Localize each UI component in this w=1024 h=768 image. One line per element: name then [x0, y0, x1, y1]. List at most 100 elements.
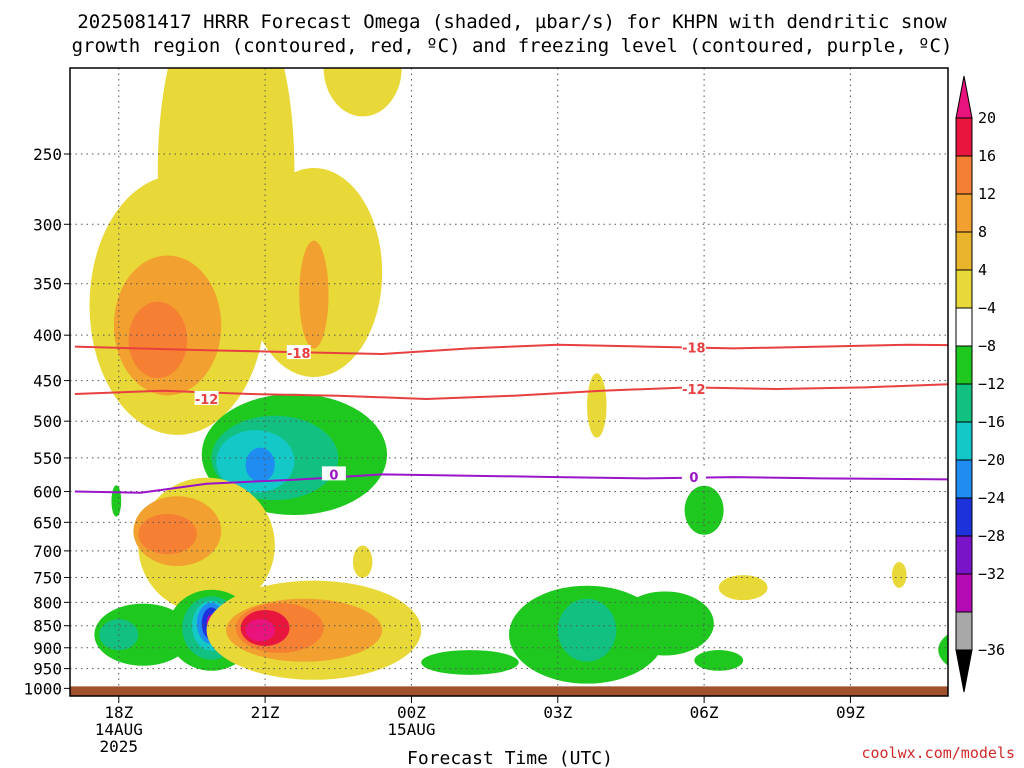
omega-region-38	[891, 561, 907, 588]
y-tick-label-300: 300	[33, 215, 62, 234]
credit-text: coolwx.com/models	[861, 744, 1015, 762]
x-axis-label: Forecast Time (UTC)	[407, 748, 613, 768]
contour-label-5: 0	[689, 471, 698, 486]
colorbar-swatch-5	[955, 307, 973, 347]
colorbar-label-5: −4	[978, 299, 996, 317]
omega-region-37	[352, 545, 373, 578]
colorbar-top-arrow	[955, 75, 973, 119]
contour-label-0: -18	[287, 347, 311, 362]
omega-region-28	[557, 598, 617, 662]
y-tick-label-600: 600	[33, 482, 62, 501]
omega-shading-layer	[89, 68, 1024, 684]
omega-region-36	[587, 373, 607, 438]
contour-lines: -18 -18 -12 -12 0 0	[74, 339, 948, 494]
colorbar-swatch-1	[955, 155, 973, 195]
chart-title-line2: growth region (contoured, red, ºC) and f…	[72, 35, 953, 57]
omega-region-5	[299, 240, 329, 349]
x-tick-label-18Z-3: 2025	[100, 737, 139, 756]
colorbar-label-4: 4	[978, 261, 987, 279]
x-tick-label-00Z-1: 00Z	[397, 703, 426, 722]
omega-region-33	[1016, 635, 1024, 669]
omega-region-10	[245, 447, 275, 483]
colorbar-swatch-4	[955, 269, 973, 309]
contour-label-bg-0	[286, 345, 311, 360]
contour-label-2: -12	[195, 393, 219, 408]
contour--18-0	[74, 343, 948, 356]
x-tick-label-18Z-1: 18Z	[104, 703, 133, 722]
colorbar-label-0: 20	[978, 109, 996, 127]
colorbar-label-13: −36	[978, 641, 1005, 659]
x-tick-label-03Z-1: 03Z	[543, 703, 572, 722]
colorbar-label-2: 12	[978, 185, 996, 203]
omega-region-3	[128, 301, 188, 379]
y-tick-label-700: 700	[33, 542, 62, 561]
contour-label-bg-2	[194, 390, 219, 405]
y-tick-label-450: 450	[33, 372, 62, 391]
plot-frame	[69, 67, 949, 697]
omega-region-39	[111, 485, 122, 517]
y-tick-label-1000: 1000	[23, 679, 62, 698]
colorbar-swatch-2	[955, 193, 973, 233]
colorbar-swatch-9	[955, 459, 973, 499]
contour--12-1	[74, 383, 948, 401]
contour-label-bg-4	[321, 466, 346, 481]
colorbar-swatch-13	[955, 611, 973, 651]
colorbar-swatch-12	[955, 573, 973, 613]
contour-label-bg-5	[681, 469, 706, 484]
ground-surface	[70, 686, 948, 696]
omega-region-35	[684, 485, 724, 535]
colorbar-swatch-6	[955, 345, 973, 385]
contour-label-4: 0	[329, 468, 338, 483]
colorbar-label-6: −8	[978, 337, 996, 355]
colorbar-label-12: −32	[978, 565, 1005, 583]
colorbar: 20 16 12 8 4 −4 −8 −12 −16 −20 −24 −28 −32 −36	[955, 75, 1005, 693]
y-tick-label-950: 950	[33, 660, 62, 679]
y-tick-label-250: 250	[33, 145, 62, 164]
omega-region-31	[694, 650, 744, 671]
colorbar-label-3: 8	[978, 223, 987, 241]
y-tick-label-650: 650	[33, 513, 62, 532]
omega-region-13	[138, 513, 197, 555]
x-tick-label-06Z-1: 06Z	[690, 703, 719, 722]
colorbar-swatch-0	[955, 117, 973, 157]
contour-label-1: -18	[682, 342, 706, 357]
x-tick-label-18Z-2: 14AUG	[95, 720, 143, 739]
colorbar-swatch-3	[955, 231, 973, 271]
contour-label-bg-1	[681, 339, 706, 354]
omega-region-34	[718, 575, 768, 601]
chart-title-line1: 2025081417 HRRR Forecast Omega (shaded, …	[77, 11, 947, 33]
y-tick-label-400: 400	[33, 326, 62, 345]
y-axis-ticks: 250 300 350 400 450 500 550 600 650 700 750 800 850 9…	[23, 145, 70, 698]
y-tick-label-800: 800	[33, 593, 62, 612]
y-tick-label-550: 550	[33, 449, 62, 468]
colorbar-swatch-7	[955, 383, 973, 423]
y-tick-label-500: 500	[33, 412, 62, 431]
colorbar-label-10: −24	[978, 489, 1005, 507]
colorbar-label-7: −12	[978, 375, 1005, 393]
colorbar-label-9: −20	[978, 451, 1005, 469]
y-tick-label-850: 850	[33, 617, 62, 636]
x-tick-label-00Z-2: 15AUG	[387, 720, 435, 739]
omega-region-30	[421, 650, 519, 675]
y-tick-label-350: 350	[33, 275, 62, 294]
omega-region-32	[938, 634, 948, 666]
omega-region-26	[245, 619, 275, 642]
contour-label-bg-3	[681, 381, 706, 396]
y-tick-label-750: 750	[33, 568, 62, 587]
contour-0-2	[74, 473, 948, 494]
colorbar-swatch-10	[955, 497, 973, 537]
colorbar-bottom-arrow	[955, 649, 973, 693]
contour-label-3: -12	[682, 383, 706, 398]
colorbar-label-8: −16	[978, 413, 1005, 431]
y-tick-label-900: 900	[33, 639, 62, 658]
omega-region-6	[323, 68, 402, 117]
colorbar-swatch-8	[955, 421, 973, 461]
colorbar-swatch-11	[955, 535, 973, 575]
omega-region-29	[616, 591, 714, 656]
x-tick-label-21Z-1: 21Z	[251, 703, 280, 722]
x-tick-label-09Z-1: 09Z	[836, 703, 865, 722]
colorbar-label-1: 16	[978, 147, 996, 165]
colorbar-label-11: −28	[978, 527, 1005, 545]
